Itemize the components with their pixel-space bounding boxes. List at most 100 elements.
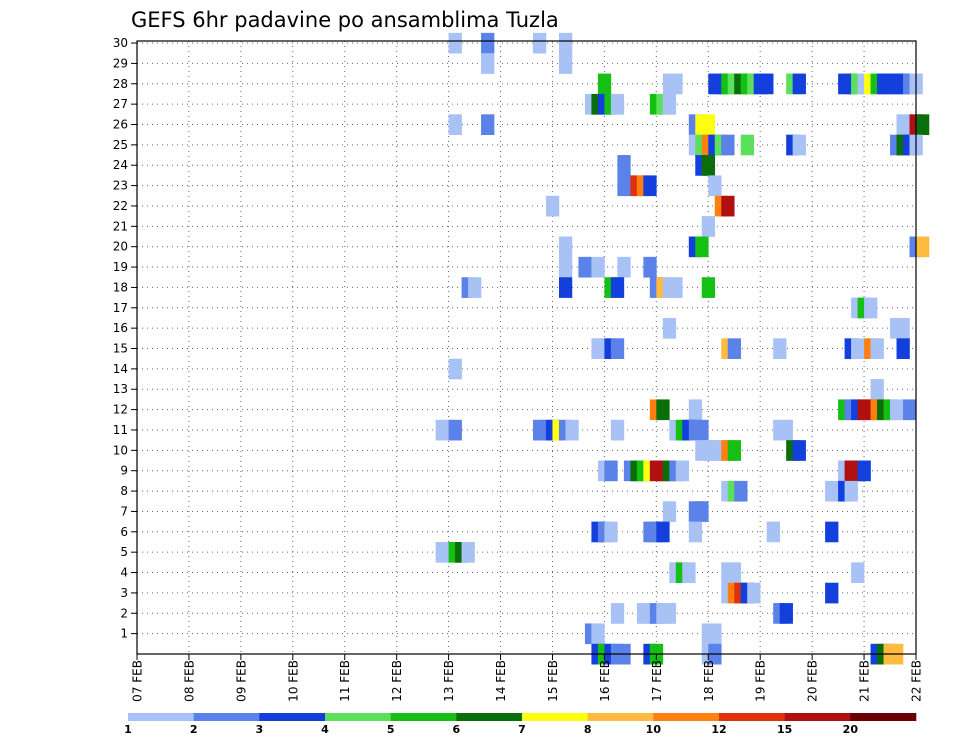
y-tick-label: 2 — [120, 606, 128, 620]
heatmap-cell — [903, 399, 917, 421]
y-tick-label: 7 — [120, 504, 128, 518]
heatmap-cell — [610, 603, 625, 624]
heatmap-cell — [695, 501, 709, 522]
heatmap-cell — [896, 114, 910, 135]
heatmap-cell — [864, 297, 878, 319]
heatmap-cell — [825, 521, 839, 543]
heatmap-cell — [617, 155, 631, 176]
heatmap-cell — [662, 93, 677, 115]
colorbar-label: 15 — [777, 723, 792, 736]
colorbar-swatch — [719, 713, 785, 721]
heatmap-cell — [662, 603, 677, 624]
colorbar-label: 8 — [584, 723, 592, 736]
heatmap-cell — [591, 256, 605, 278]
heatmap-cell — [558, 256, 573, 278]
heatmap-cell — [701, 114, 716, 135]
heatmap-cell — [896, 317, 910, 339]
heatmap-cell — [773, 338, 787, 360]
heatmap-cell — [669, 277, 683, 298]
x-tick-label: 17 FEB — [650, 660, 664, 702]
heatmap-cell — [643, 256, 657, 278]
heatmap-cell — [597, 73, 612, 95]
y-tick-label: 25 — [113, 138, 128, 152]
y-tick-label: 23 — [113, 179, 128, 193]
y-tick-label: 1 — [120, 627, 128, 641]
y-tick-label: 27 — [113, 97, 128, 111]
chart-title: GEFS 6hr padavine po ansamblima Tuzla — [131, 8, 559, 32]
colorbar-swatch — [128, 713, 194, 721]
heatmap-cell — [708, 175, 722, 197]
heatmap-cell — [701, 277, 716, 298]
colorbar-swatch — [587, 713, 654, 721]
heatmap-cell — [688, 399, 703, 421]
y-tick-label: 6 — [120, 525, 128, 539]
y-tick-label: 3 — [120, 586, 128, 600]
x-tick-label: 19 FEB — [754, 660, 768, 702]
heatmap-cell — [481, 114, 495, 135]
heatmap-cell — [461, 541, 475, 563]
heatmap-cell — [558, 236, 573, 258]
y-tick-label: 28 — [113, 77, 128, 91]
heatmap-cell — [825, 582, 839, 604]
colorbar-label: 2 — [190, 723, 198, 736]
colorbar-label: 5 — [387, 723, 395, 736]
heatmap-cell — [591, 623, 605, 645]
y-tick-label: 22 — [113, 199, 128, 213]
heatmap-cell — [688, 521, 703, 543]
y-tick-label: 8 — [120, 484, 128, 498]
heatmap-cell — [896, 338, 910, 360]
heatmap-cell — [708, 623, 722, 645]
heatmap-cell — [851, 562, 865, 584]
heatmap-cell — [695, 419, 709, 441]
colorbar-label: 20 — [843, 723, 859, 736]
y-tick-label: 9 — [120, 464, 128, 478]
colorbar-swatch — [325, 713, 391, 721]
x-tick-label: 10 FEB — [286, 660, 300, 702]
x-tick-label: 11 FEB — [338, 660, 352, 702]
x-tick-label: 08 FEB — [182, 660, 196, 702]
colorbar-swatch — [522, 713, 588, 721]
heatmap-cell — [916, 114, 930, 135]
heatmap-cell — [558, 277, 573, 298]
heatmap-cell — [747, 582, 761, 604]
heatmap-cell — [727, 338, 742, 360]
colorbar-swatch — [390, 713, 457, 721]
heatmap-cell — [916, 236, 930, 258]
x-tick-label: 16 FEB — [598, 660, 612, 702]
heatmap-cell — [792, 134, 806, 156]
x-tick-label: 14 FEB — [494, 660, 508, 702]
x-tick-label: 13 FEB — [442, 660, 456, 702]
x-tick-label: 22 FEB — [910, 660, 924, 702]
grid-lines — [137, 41, 916, 654]
x-tick-label: 21 FEB — [858, 660, 872, 702]
colorbar-label: 3 — [256, 723, 264, 736]
heatmap-cell — [532, 32, 547, 54]
heatmap-cell — [617, 256, 631, 278]
heatmap-cell — [792, 73, 806, 95]
heatmap-cell — [558, 53, 573, 74]
x-tick-label: 15 FEB — [546, 660, 560, 702]
y-tick-label: 5 — [120, 545, 128, 559]
heatmap-cell — [727, 440, 742, 461]
heatmap-cell — [669, 73, 683, 95]
heatmap-cell — [448, 419, 462, 441]
heatmap-cells — [435, 32, 930, 665]
heatmap-cell — [870, 379, 884, 400]
heatmap-cell — [545, 195, 560, 217]
heatmap-cell — [662, 317, 677, 339]
heatmap-cell — [740, 134, 754, 156]
colorbar-label: 1 — [124, 723, 132, 736]
heatmap-cell — [779, 419, 793, 441]
colorbar-swatch — [259, 713, 326, 721]
y-tick-label: 11 — [113, 423, 128, 437]
y-tick-label: 10 — [113, 443, 128, 457]
heatmap-cell — [825, 480, 839, 502]
heatmap-cell — [558, 32, 573, 54]
x-tick-label: 20 FEB — [806, 660, 820, 702]
heatmap-cell — [448, 358, 462, 380]
colorbar: 1 2 3 4 5 6 7 8 10 12 15 20 — [124, 713, 917, 736]
heatmap-cell — [468, 277, 482, 298]
heatmap-cell — [578, 256, 592, 278]
y-tick-label: 20 — [113, 240, 128, 254]
